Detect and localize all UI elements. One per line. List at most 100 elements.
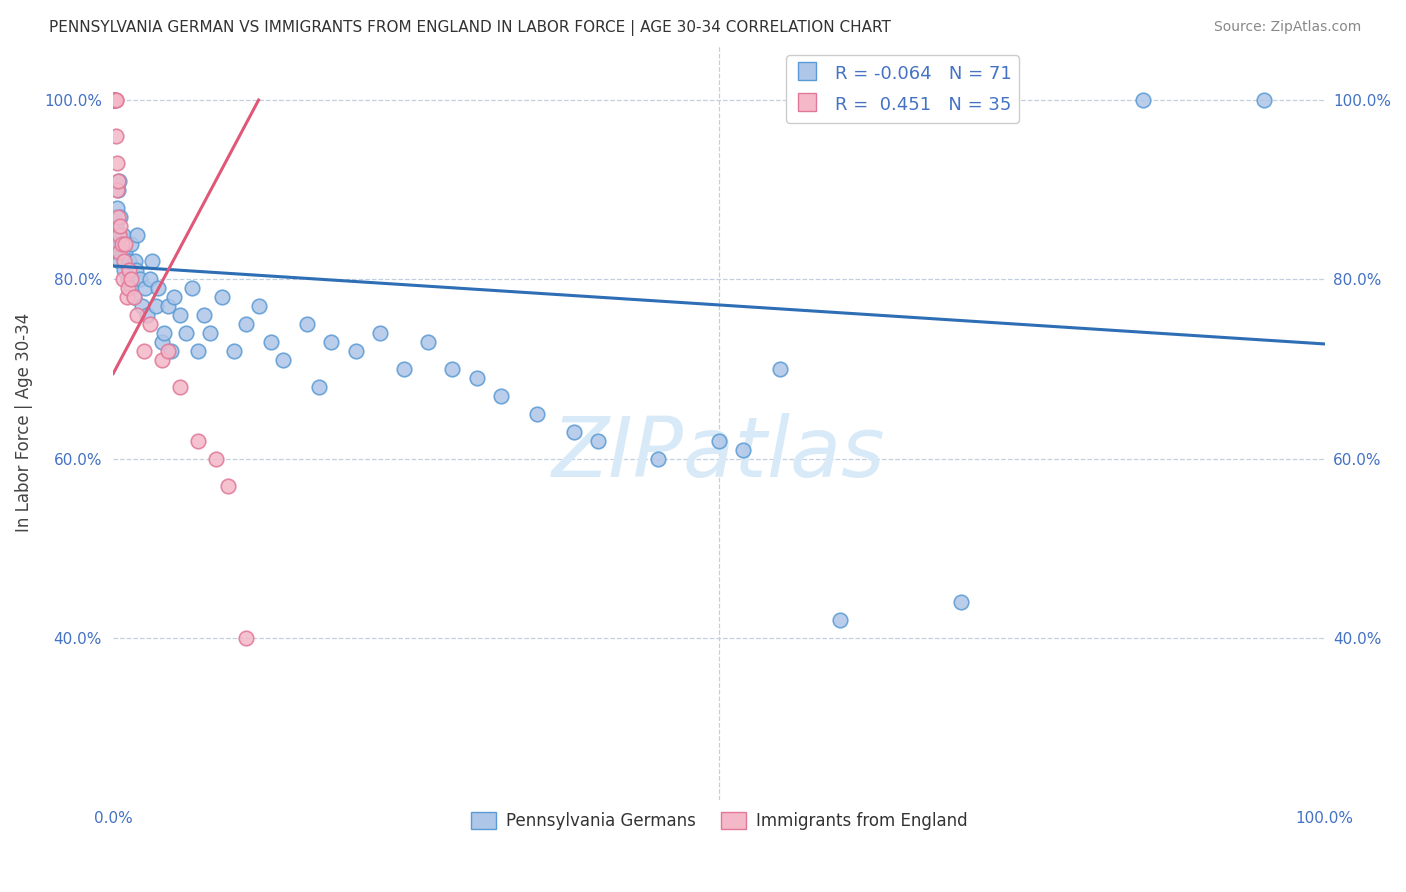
Legend: Pennsylvania Germans, Immigrants from England: Pennsylvania Germans, Immigrants from En… (464, 805, 974, 837)
Point (187, 434, 209, 448)
Point (153, 326, 176, 341)
Point (114, 245, 136, 260)
Point (146, 281, 169, 295)
Point (128, 272, 150, 286)
Point (1253, 93, 1275, 107)
Point (418, 335, 440, 350)
Point (117, 281, 139, 295)
Point (103, 219, 125, 233)
Point (105, 183, 128, 197)
Point (105, 156, 128, 170)
Point (108, 174, 131, 188)
Point (115, 290, 138, 304)
Point (647, 451, 669, 466)
Point (104, 93, 127, 107)
Point (118, 263, 141, 277)
Point (138, 272, 160, 286)
Point (120, 236, 142, 251)
Point (193, 308, 215, 322)
Point (103, 93, 125, 107)
Point (217, 478, 239, 492)
Point (131, 299, 153, 313)
Point (111, 272, 134, 286)
Point (156, 344, 179, 359)
Point (111, 245, 134, 260)
Point (103, 93, 125, 107)
Y-axis label: In Labor Force | Age 30-34: In Labor Force | Age 30-34 (15, 313, 32, 533)
Point (112, 254, 135, 268)
Point (107, 210, 129, 224)
Text: Source: ZipAtlas.com: Source: ZipAtlas.com (1213, 20, 1361, 34)
Point (465, 371, 488, 385)
Point (308, 380, 330, 394)
Point (707, 434, 730, 448)
Point (392, 362, 415, 376)
Point (118, 254, 141, 268)
Point (235, 317, 257, 331)
Point (562, 425, 585, 439)
Point (163, 290, 186, 304)
Point (124, 254, 146, 268)
Point (111, 236, 134, 251)
Point (295, 317, 318, 331)
Point (104, 93, 127, 107)
Point (103, 245, 125, 260)
Point (321, 335, 343, 350)
Point (104, 219, 127, 233)
Point (141, 254, 163, 268)
Point (169, 308, 191, 322)
Point (112, 263, 135, 277)
Point (145, 299, 167, 313)
Point (103, 93, 125, 107)
Point (138, 317, 160, 331)
Point (104, 236, 127, 251)
Point (260, 335, 283, 350)
Point (489, 389, 512, 403)
Point (122, 290, 145, 304)
Point (103, 236, 125, 251)
Point (103, 93, 125, 107)
Point (526, 407, 548, 421)
Point (107, 183, 129, 197)
Point (132, 344, 155, 359)
Point (150, 335, 173, 350)
Point (125, 263, 148, 277)
Point (235, 631, 257, 645)
Point (156, 299, 179, 313)
Text: ZIPatlas: ZIPatlas (553, 412, 886, 493)
Point (122, 290, 145, 304)
Point (271, 353, 294, 368)
Point (120, 272, 142, 286)
Point (127, 227, 149, 242)
Point (110, 219, 132, 233)
Point (110, 227, 132, 242)
Point (108, 227, 131, 242)
Point (136, 308, 159, 322)
Point (103, 93, 125, 107)
Point (127, 308, 149, 322)
Point (104, 128, 127, 143)
Point (134, 281, 156, 295)
Point (247, 299, 270, 313)
Point (103, 227, 125, 242)
Point (103, 210, 125, 224)
Point (368, 326, 391, 341)
Point (174, 326, 197, 341)
Point (950, 595, 973, 609)
Point (344, 344, 367, 359)
Point (205, 451, 228, 466)
Point (114, 236, 136, 251)
Point (211, 290, 233, 304)
Point (110, 210, 132, 224)
Point (105, 201, 128, 215)
Point (160, 344, 183, 359)
Point (103, 93, 125, 107)
Point (733, 442, 755, 457)
Point (830, 613, 852, 627)
Point (768, 362, 790, 376)
Point (111, 227, 134, 242)
Point (187, 344, 209, 359)
Point (224, 344, 246, 359)
Point (108, 245, 131, 260)
Point (120, 281, 142, 295)
